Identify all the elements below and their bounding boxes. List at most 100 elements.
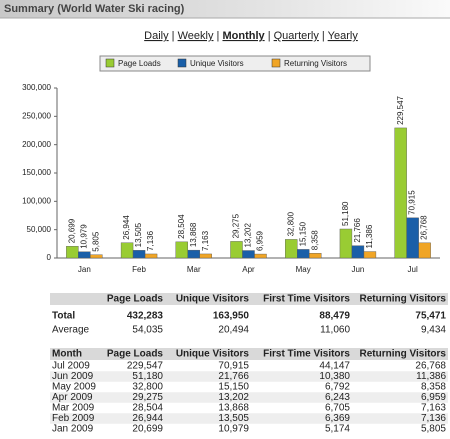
monthly-cell: 13,868 — [218, 403, 249, 414]
value-label: 10,979 — [79, 224, 88, 249]
x-tick-label: Apr — [242, 265, 255, 274]
nav-link[interactable]: Yearly — [328, 30, 359, 42]
y-tick-label: 150,000 — [22, 168, 51, 177]
value-label: 229,547 — [396, 95, 405, 124]
value-label: 13,868 — [189, 222, 198, 247]
summary-cell: 88,479 — [319, 311, 350, 322]
monthly-cell: 5,805 — [421, 424, 446, 435]
monthly-cell: 28,504 — [132, 403, 163, 414]
summary-column-header: Unique Visitors — [176, 294, 250, 305]
monthly-cell: 44,147 — [319, 361, 350, 372]
bar — [199, 253, 212, 259]
nav-link[interactable]: Weekly — [178, 30, 214, 42]
legend-swatch — [177, 58, 187, 68]
bar — [351, 245, 365, 259]
bar — [363, 251, 377, 259]
y-tick-label: 200,000 — [22, 140, 51, 149]
summary-column-header: First Time Visitors — [263, 294, 350, 305]
nav-link[interactable]: Quarterly — [274, 30, 320, 42]
x-tick-label: Jun — [351, 265, 364, 274]
value-label: 13,202 — [244, 222, 253, 247]
monthly-cell: 32,800 — [132, 382, 163, 393]
monthly-cell: 26,768 — [415, 361, 446, 372]
row-stripe — [50, 392, 448, 403]
monthly-cell: 6,959 — [421, 392, 446, 403]
bar — [132, 250, 146, 259]
bar — [254, 253, 267, 259]
value-label: 11,386 — [365, 224, 374, 248]
monthly-cell: 70,915 — [218, 361, 249, 372]
value-label: 20,699 — [67, 218, 76, 243]
bar — [120, 242, 134, 259]
monthly-cell: Feb 2009 — [52, 413, 95, 424]
monthly-cell: 5,174 — [325, 424, 350, 435]
header-title: Summary (World Water Ski racing) — [4, 3, 185, 15]
monthly-cell: Apr 2009 — [52, 392, 93, 403]
y-tick-label: 100,000 — [22, 196, 51, 205]
x-tick-label: May — [296, 265, 311, 274]
monthly-cell: 13,505 — [218, 413, 249, 424]
x-tick-label: Jan — [78, 265, 91, 274]
monthly-cell: 7,136 — [421, 413, 446, 424]
legend-label: Returning Visitors — [284, 59, 347, 68]
y-tick-label: 300,000 — [22, 83, 51, 92]
summary-cell: 163,950 — [213, 311, 250, 322]
monthly-cell: 10,979 — [218, 424, 249, 435]
bar — [144, 253, 158, 259]
value-label: 13,505 — [134, 222, 143, 247]
summary-column-header: Returning Visitors — [360, 294, 447, 305]
monthly-cell: 29,275 — [132, 392, 163, 403]
monthly-cell: 13,202 — [218, 392, 249, 403]
value-label: 21,766 — [353, 218, 362, 243]
bar — [90, 254, 103, 259]
bar — [187, 249, 200, 259]
x-tick-label: Feb — [132, 265, 146, 274]
monthly-cell: 6,705 — [325, 403, 350, 414]
monthly-cell: May 2009 — [52, 382, 96, 393]
monthly-column-header: Page Loads — [107, 349, 164, 360]
monthly-cell: 7,163 — [421, 403, 446, 414]
value-label: 5,805 — [91, 231, 100, 252]
row-stripe — [50, 371, 448, 382]
monthly-cell: 6,369 — [325, 413, 350, 424]
monthly-cell: 51,180 — [132, 371, 163, 382]
monthly-cell: Jun 2009 — [52, 371, 94, 382]
monthly-column-header: Unique Visitors — [176, 349, 250, 360]
bar — [394, 127, 407, 259]
value-label: 51,180 — [341, 201, 350, 226]
header-bar — [0, 0, 450, 18]
x-tick-label: Mar — [187, 265, 201, 274]
bar — [66, 246, 79, 259]
monthly-column-header: Month — [52, 349, 82, 360]
monthly-cell: 26,944 — [132, 413, 163, 424]
value-label: 26,768 — [420, 215, 429, 240]
legend — [99, 55, 371, 72]
monthly-cell: 8,358 — [421, 382, 446, 393]
value-label: 29,275 — [232, 213, 241, 238]
value-label: 7,163 — [201, 230, 210, 251]
y-tick-label: 50,000 — [27, 225, 52, 234]
bar — [285, 239, 298, 259]
bar — [339, 228, 353, 259]
nav-link[interactable]: Monthly — [222, 30, 265, 42]
summary-cell: 9,434 — [421, 325, 446, 336]
monthly-column-header: Returning Visitors — [360, 349, 447, 360]
bar — [242, 250, 255, 259]
bar — [78, 251, 91, 259]
nav-separator: | — [319, 30, 328, 42]
bar — [175, 241, 188, 259]
monthly-cell: 6,792 — [325, 382, 350, 393]
nav-link[interactable]: Daily — [144, 30, 169, 42]
summary-cell: 20,494 — [218, 325, 249, 336]
summary-row-label: Total — [52, 311, 75, 322]
monthly-cell: Jan 2009 — [52, 424, 94, 435]
monthly-header-bg — [50, 348, 448, 360]
nav-separator: | — [265, 30, 274, 42]
period-nav: Daily | Weekly | Monthly | Quarterly | Y… — [144, 30, 358, 42]
monthly-cell: 229,547 — [127, 361, 164, 372]
y-tick-label: 0 — [47, 253, 52, 262]
legend-label: Page Loads — [118, 59, 161, 68]
monthly-cell: 20,699 — [132, 424, 163, 435]
summary-cell: 432,283 — [127, 311, 164, 322]
